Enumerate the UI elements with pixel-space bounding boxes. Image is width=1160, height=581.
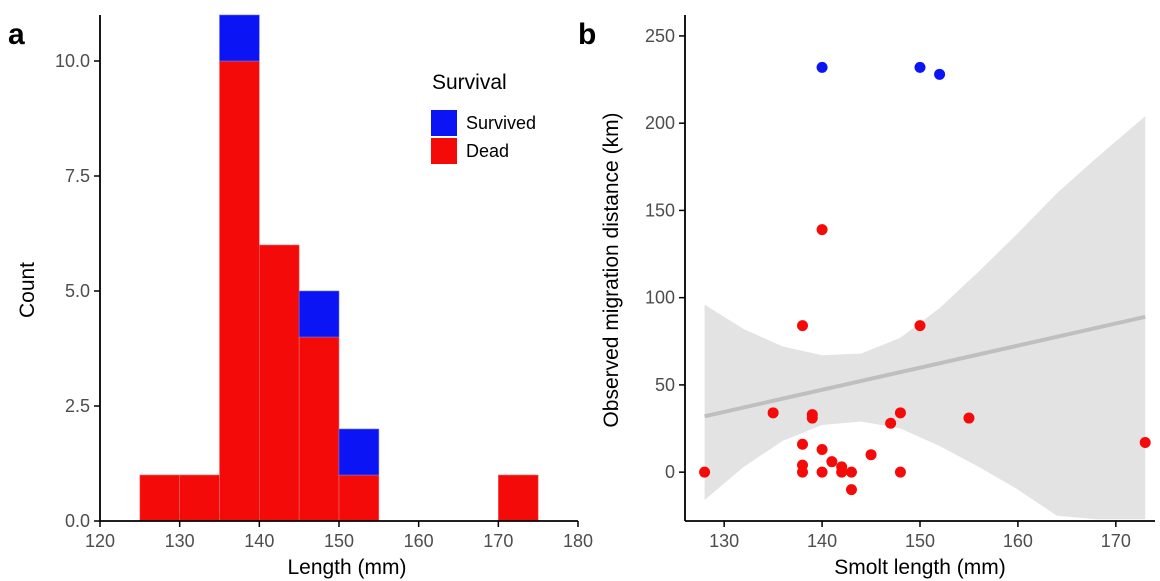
histogram-x-axis-title: Length (mm) (287, 556, 406, 579)
point-dead (797, 320, 808, 332)
x-tick-label: 130 (709, 531, 739, 551)
point-dead (816, 224, 828, 236)
point-dead (885, 417, 897, 429)
bar-dead (338, 474, 380, 522)
x-tick-label: 160 (1003, 531, 1033, 551)
point-dead (797, 466, 808, 478)
bar-dead (498, 474, 539, 522)
confidence-band (704, 116, 1146, 520)
scatter-panel: b 130 140 150 160 170 0 50 100 150 200 250 Smolt l… (578, 15, 1155, 579)
point-dead (845, 466, 857, 478)
x-tick-label: 180 (563, 531, 593, 551)
y-tick-label: 100 (645, 288, 675, 308)
x-tick-label: 160 (404, 531, 434, 551)
bar-dead (139, 474, 180, 522)
y-tick-label: 7.5 (65, 166, 90, 186)
panel-label-b: b (578, 18, 596, 51)
x-tick-label: 120 (85, 531, 115, 551)
point-survived (934, 68, 946, 80)
y-tick-label: 10.0 (55, 51, 90, 71)
y-tick-label: 0.0 (65, 511, 90, 531)
point-dead (816, 466, 828, 478)
point-dead (963, 412, 975, 424)
scatter-points (699, 61, 1151, 496)
panel-label-a: a (8, 18, 25, 51)
legend-label-survived: Survived (466, 113, 536, 133)
scatter-x-axis-title: Smolt length (mm) (834, 556, 1006, 579)
point-dead (826, 456, 838, 468)
x-tick-label: 170 (1101, 531, 1131, 551)
point-dead (865, 449, 877, 461)
regression-line (704, 314, 1146, 419)
bar-dead (219, 60, 260, 522)
histogram-y-axis-title: Count (16, 262, 39, 318)
legend-swatch-dead (431, 138, 457, 164)
y-tick-label: 150 (645, 200, 675, 220)
point-dead (797, 438, 808, 450)
x-tick-label: 140 (244, 531, 274, 551)
legend-swatch-survived (431, 110, 457, 136)
x-tick-label: 140 (807, 531, 837, 551)
point-dead (816, 443, 828, 455)
y-tick-label: 5.0 (65, 281, 90, 301)
point-dead (894, 466, 906, 478)
scatter-y-axis-title: Observed migration distance (km) (600, 112, 623, 427)
y-tick-label: 250 (645, 26, 675, 46)
point-dead (894, 407, 906, 419)
y-tick-label: 2.5 (65, 396, 90, 416)
histogram-bars (139, 14, 539, 522)
legend-title: Survival (432, 71, 507, 94)
bar-survived (338, 428, 380, 476)
x-tick-label: 150 (324, 531, 354, 551)
histogram-panel: a 120 130 140 150 160 170 1800.02.55.07.510.0 … (8, 14, 593, 579)
legend: Survival Survived Dead (431, 71, 536, 164)
point-survived (816, 61, 828, 73)
point-dead (836, 466, 848, 478)
bar-dead (179, 474, 220, 522)
histogram-axes: 120 130 140 150 160 170 180 0.0 2.5 5.0 7.5 10.0 (55, 15, 593, 551)
point-dead (845, 484, 857, 496)
bar-survived (298, 290, 340, 338)
scatter-axes: 130 140 150 160 170 0 50 100 150 200 250 (645, 15, 1155, 551)
point-dead (699, 466, 711, 478)
y-tick-label: 50 (655, 375, 675, 395)
bar-dead (259, 244, 300, 522)
x-tick-label: 130 (165, 531, 195, 551)
x-tick-label: 170 (483, 531, 513, 551)
bar-survived (219, 14, 260, 62)
point-survived (914, 61, 926, 73)
y-tick-label: 200 (645, 113, 675, 133)
point-dead (806, 412, 818, 424)
legend-label-dead: Dead (466, 141, 509, 161)
y-tick-label: 0 (665, 462, 675, 482)
point-dead (767, 407, 779, 419)
bar-dead (298, 336, 340, 522)
point-dead (1139, 436, 1151, 448)
point-dead (914, 320, 926, 332)
x-tick-label: 150 (905, 531, 935, 551)
